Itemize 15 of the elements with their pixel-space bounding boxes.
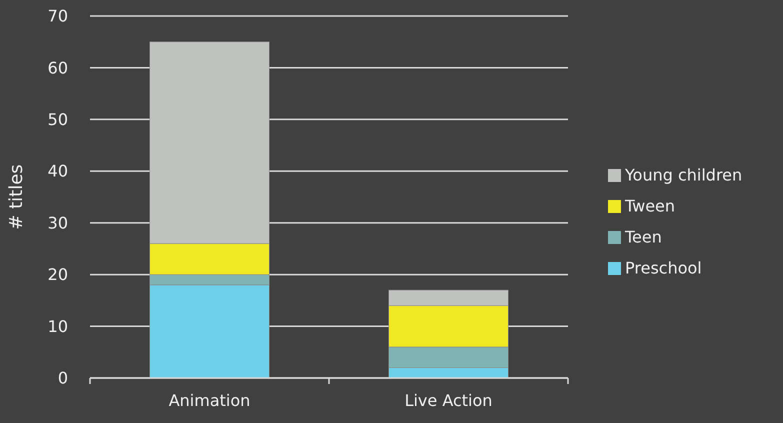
legend-label: Tween xyxy=(624,196,676,216)
x-tick-label: Animation xyxy=(168,391,250,410)
x-tick-label: Live Action xyxy=(404,391,492,410)
y-tick-label: 0 xyxy=(58,368,68,388)
y-tick-label: 10 xyxy=(48,316,68,336)
y-axis-title: # titles xyxy=(6,164,27,230)
y-tick-label: 70 xyxy=(48,6,68,26)
y-tick-label: 20 xyxy=(48,265,68,284)
y-tick-label: 30 xyxy=(48,213,68,232)
y-tick-label: 60 xyxy=(48,58,68,78)
legend-label: Teen xyxy=(624,228,662,247)
legend-label: Preschool xyxy=(625,258,702,278)
legend-label: Young children xyxy=(624,166,742,185)
y-tick-label: 40 xyxy=(48,162,68,181)
y-tick-label: 50 xyxy=(48,110,68,130)
